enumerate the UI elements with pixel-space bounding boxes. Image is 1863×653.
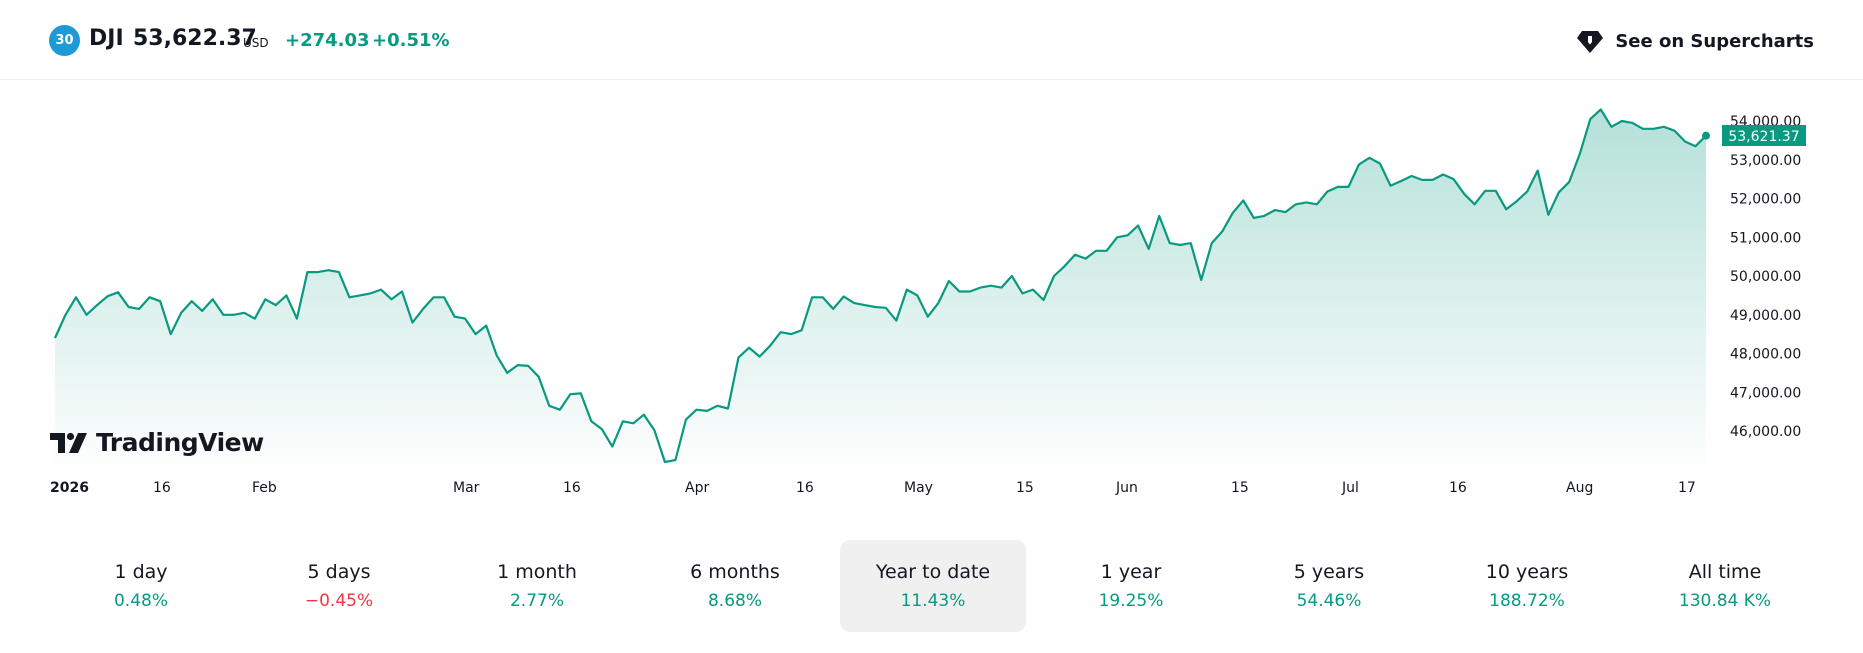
y-axis-tick-label: 46,000.00 <box>1730 424 1801 440</box>
period-label: 1 month <box>497 561 577 583</box>
period-button-year-to-date[interactable]: Year to date 11.43% <box>840 540 1026 632</box>
price-area-chart[interactable]: 54,000.0053,000.0052,000.0051,000.0050,0… <box>0 80 1863 510</box>
y-axis-tick-label: 49,000.00 <box>1730 308 1801 324</box>
period-label: 6 months <box>690 561 780 583</box>
last-point-marker <box>1702 131 1710 140</box>
period-button-1-month[interactable]: 1 month 2.77% <box>444 540 630 632</box>
period-button-5-days[interactable]: 5 days −0.45% <box>246 540 432 632</box>
period-label: Year to date <box>875 561 991 583</box>
x-axis-tick-label: 16 <box>563 480 581 496</box>
period-change-value: −0.45% <box>304 591 374 611</box>
period-change-value: 8.68% <box>707 591 762 611</box>
tradingview-wordmark: TradingView <box>96 428 264 457</box>
x-axis-tick-label: 15 <box>1231 480 1249 496</box>
period-change-value: 0.48% <box>113 591 168 611</box>
symbol-header: 30 DJI 53,622.37 USD +274.03 +0.51% See … <box>0 0 1863 80</box>
period-button-6-months[interactable]: 6 months 8.68% <box>642 540 828 632</box>
x-axis-tick-label: 15 <box>1016 480 1034 496</box>
price-area-fill <box>55 109 1706 466</box>
index-badge: 30 <box>49 25 80 56</box>
period-label: 10 years <box>1485 561 1569 583</box>
x-axis-tick-label: May <box>904 480 933 496</box>
tradingview-mark-icon <box>50 432 87 453</box>
x-axis-tick-label: 2026 <box>50 480 89 496</box>
y-axis-tick-label: 52,000.00 <box>1730 192 1801 208</box>
x-axis-tick-label: Jun <box>1115 480 1138 496</box>
price-series-line <box>53 108 1707 464</box>
svg-text:53,621.37: 53,621.37 <box>1728 129 1799 145</box>
period-button-1-day[interactable]: 1 day 0.48% <box>48 540 234 632</box>
period-label: 1 year <box>1100 561 1162 583</box>
y-axis-tick-label: 48,000.00 <box>1730 347 1801 363</box>
period-change-value: 130.84 K% <box>1678 591 1772 611</box>
period-change-value: 188.72% <box>1489 591 1565 611</box>
price-change: +274.03 <box>285 30 370 51</box>
supercharts-diamond-icon <box>1577 31 1604 53</box>
last-price: 53,622.37 <box>133 26 257 51</box>
period-change-value: 54.46% <box>1296 591 1362 611</box>
x-axis-tick-label: 17 <box>1678 480 1696 496</box>
period-label: 5 days <box>307 561 371 583</box>
period-label: All time <box>1688 561 1762 583</box>
y-axis-tick-label: 50,000.00 <box>1730 269 1801 285</box>
period-button-all-time[interactable]: All time 130.84 K% <box>1632 540 1818 632</box>
y-axis-tick-label: 51,000.00 <box>1730 230 1801 246</box>
x-axis-tick-label: Aug <box>1566 480 1593 496</box>
period-change-value: 2.77% <box>509 591 564 611</box>
see-on-supercharts-link[interactable]: See on Supercharts <box>1575 22 1814 60</box>
y-axis-tick-label: 47,000.00 <box>1730 385 1801 401</box>
period-change-value: 19.25% <box>1098 591 1164 611</box>
period-change-value: 11.43% <box>900 591 966 611</box>
period-button-5-years[interactable]: 5 years 54.46% <box>1236 540 1422 632</box>
y-axis-tick-label: 53,000.00 <box>1730 153 1801 169</box>
symbol-name: DJI <box>89 26 124 51</box>
period-button-1-year[interactable]: 1 year 19.25% <box>1038 540 1224 632</box>
x-axis-tick-label: Jul <box>1341 480 1359 496</box>
period-button-10-years[interactable]: 10 years 188.72% <box>1434 540 1620 632</box>
x-axis-tick-label: 16 <box>153 480 171 496</box>
last-value-label: 53,621.37 <box>1722 125 1806 146</box>
period-label: 1 day <box>114 561 168 583</box>
see-on-supercharts-label: See on Supercharts <box>1615 30 1814 52</box>
x-axis-tick-label: Feb <box>252 480 277 496</box>
period-label: 5 years <box>1293 561 1365 583</box>
x-axis-tick-label: Apr <box>685 480 709 496</box>
tradingview-logo[interactable]: TradingView <box>50 428 264 457</box>
performance-periods: 1 day 0.48% 5 days −0.45% 1 month 2.77% 6 mont… <box>48 540 1818 632</box>
x-axis-tick-label: Mar <box>453 480 480 496</box>
currency-label: USD <box>243 36 269 50</box>
price-change-percent: +0.51% <box>372 30 450 51</box>
x-axis-tick-label: 16 <box>1449 480 1467 496</box>
x-axis-tick-label: 16 <box>796 480 814 496</box>
